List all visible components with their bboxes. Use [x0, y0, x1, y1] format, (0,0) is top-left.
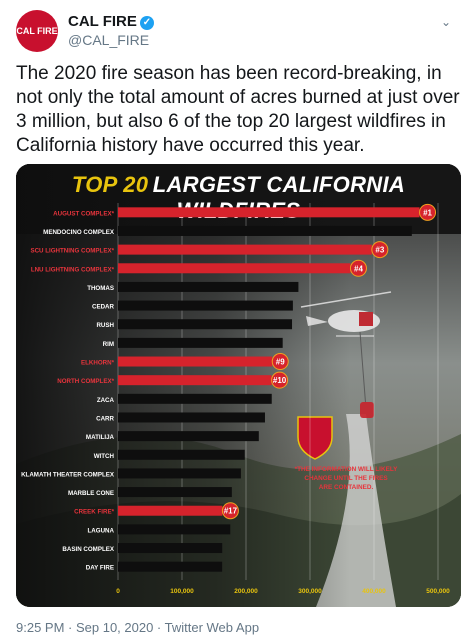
- rank-badge: [349, 259, 367, 277]
- bar: [118, 207, 420, 218]
- rank-badge: [271, 353, 289, 371]
- bar: [118, 244, 372, 255]
- rank-badge: [271, 371, 289, 389]
- bar: [118, 319, 293, 330]
- bar: [118, 561, 223, 572]
- category-label: ELKHORN*: [81, 360, 115, 367]
- category-label: MARBLE CONE: [68, 490, 114, 497]
- category-label: SCU LIGHTNING COMPLEX*: [30, 248, 114, 255]
- category-label: CEDAR: [92, 304, 115, 311]
- rank-badge-label: #1: [423, 208, 432, 217]
- category-label: THOMAS: [87, 285, 114, 292]
- bar: [118, 375, 272, 386]
- category-label: CARR: [96, 415, 114, 422]
- category-label: MENDOCINO COMPLEX: [43, 229, 115, 236]
- bar: [118, 412, 265, 423]
- category-label: LNU LIGHTNING COMPLEX*: [31, 266, 115, 273]
- disclaimer-note-line: *THE INFORMATION WILL LIKELY: [295, 466, 399, 473]
- display-name[interactable]: CAL FIRE ✓: [68, 13, 154, 30]
- bar: [118, 431, 259, 442]
- category-label: RIM: [103, 341, 114, 348]
- tweet-header: CAL FIRE CAL FIRE ✓ @CAL_FIRE ⌄: [16, 10, 456, 54]
- rank-badge: [221, 502, 239, 520]
- x-tick-label: 100,000: [170, 588, 194, 595]
- category-label: MATILIJA: [86, 434, 115, 441]
- bar: [118, 300, 293, 311]
- chart-title-part1: TOP 20: [71, 172, 149, 197]
- category-label: BASIN COMPLEX: [62, 546, 114, 553]
- category-label: LAGUNA: [88, 527, 115, 534]
- chevron-down-icon[interactable]: ⌄: [440, 15, 452, 29]
- category-label: KLAMATH THEATER COMPLEX: [21, 471, 115, 478]
- bar: [118, 505, 223, 516]
- cal-fire-seal: [297, 416, 333, 460]
- bar: [118, 543, 223, 554]
- avatar-label: CAL FIRE: [16, 25, 58, 36]
- bar: [118, 337, 283, 348]
- rank-badge: [371, 241, 389, 259]
- category-label: WITCH: [94, 453, 115, 460]
- bar: [118, 263, 351, 274]
- background-photo: [16, 164, 461, 607]
- bar: [118, 393, 272, 404]
- rank-badge-label: #3: [375, 246, 384, 255]
- disclaimer-note-line: CHANGE UNTIL THE FIRES: [304, 475, 388, 482]
- category-label: NORTH COMPLEX*: [57, 378, 114, 385]
- bar: [118, 468, 241, 479]
- verified-icon: ✓: [139, 16, 154, 30]
- category-label: RUSH: [96, 322, 114, 329]
- category-label: DAY FIRE: [86, 565, 114, 572]
- x-tick-label: 300,000: [298, 588, 322, 595]
- infographic-image[interactable]: TOP 20 LARGEST CALIFORNIA WILDFIRES AUGU…: [16, 164, 461, 607]
- bar: [118, 356, 273, 367]
- rank-badge-label: #4: [354, 264, 363, 273]
- category-label: ZACA: [97, 397, 115, 404]
- x-tick-label: 500,000: [426, 588, 450, 595]
- tweet-footer[interactable]: 9:25 PM · Sep 10, 2020 · Twitter Web App: [16, 620, 260, 635]
- bar: [118, 449, 245, 460]
- handle[interactable]: @CAL_FIRE: [68, 32, 150, 48]
- tweet-text: The 2020 fire season has been record-bre…: [16, 63, 460, 156]
- rank-badge-label: #9: [276, 358, 285, 367]
- helicopter-icon: [300, 291, 392, 418]
- bar: [118, 524, 231, 535]
- wildfire-bar-chart: AUGUST COMPLEX* #1 MENDOCINO COMPLEX SCU LI…: [21, 203, 450, 595]
- avatar[interactable]: CAL FIRE: [16, 10, 58, 52]
- bar: [118, 225, 412, 236]
- rank-badge: [419, 203, 437, 221]
- rank-badge-label: #10: [273, 376, 287, 385]
- x-tick-label: 0: [116, 588, 120, 595]
- bar: [118, 487, 232, 498]
- disclaimer-note-line: ARE CONTAINED.: [319, 484, 374, 491]
- bar: [118, 281, 299, 292]
- display-name-text[interactable]: CAL FIRE: [68, 13, 137, 30]
- x-tick-label: 200,000: [234, 588, 258, 595]
- x-tick-label: 400,000: [362, 588, 386, 595]
- category-label: AUGUST COMPLEX*: [53, 210, 114, 217]
- category-label: CREEK FIRE*: [74, 509, 114, 516]
- rank-badge-label: #17: [224, 507, 238, 516]
